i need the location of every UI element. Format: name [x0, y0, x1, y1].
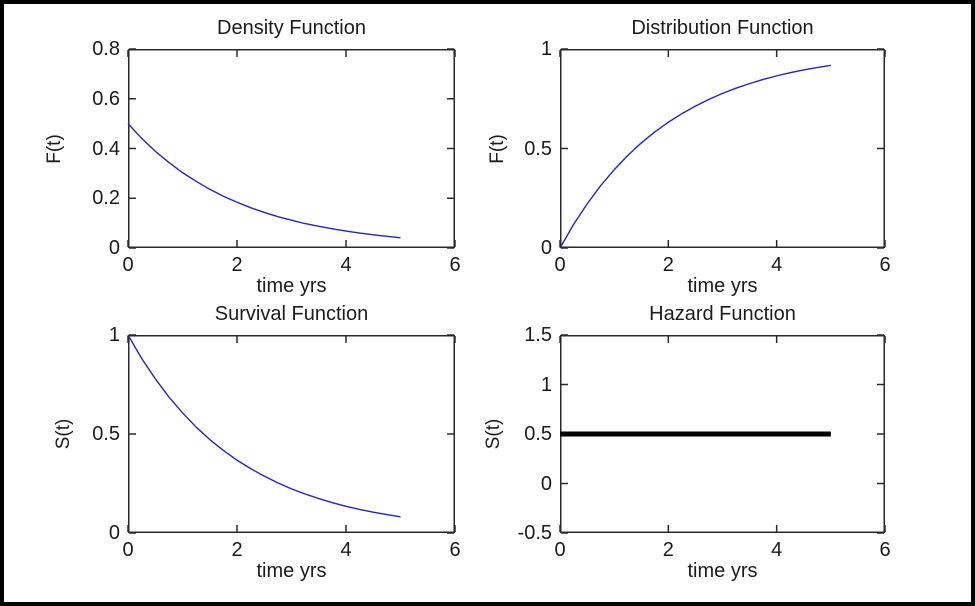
y-tick-label: 0.8 — [92, 38, 120, 60]
axes-box — [128, 335, 455, 533]
x-tick-label: 2 — [231, 539, 243, 561]
y-tick-label: 1.5 — [524, 324, 552, 346]
density-curve — [127, 123, 401, 239]
x-tick-label: 6 — [449, 539, 461, 561]
axes-box — [560, 49, 885, 248]
chart-title: Density Function — [217, 17, 366, 39]
x-tick-label: 4 — [771, 539, 783, 561]
x-tick-label: 4 — [771, 254, 783, 276]
x-tick-label: 0 — [122, 539, 134, 561]
survival-curve — [127, 334, 401, 518]
y-tick-label: 0.5 — [92, 423, 120, 445]
y-tick-label: 0 — [108, 522, 120, 544]
y-tick-label: 0 — [540, 472, 552, 495]
x-tick-label: 6 — [879, 539, 891, 561]
y-tick-label: 0.5 — [524, 423, 552, 445]
y-tick-label: 0.4 — [92, 137, 120, 160]
y-tick-label: 0 — [108, 237, 120, 259]
x-tick-label: 2 — [662, 539, 674, 561]
y-tick-label: 0.6 — [92, 87, 120, 110]
x-axis-label: time yrs — [687, 275, 758, 297]
y-tick-label: 0.5 — [524, 137, 552, 160]
x-tick-label: 4 — [340, 539, 352, 561]
y-tick-label: 0.2 — [92, 187, 120, 210]
y-tick-label: -0.5 — [517, 522, 552, 544]
x-axis-label: time yrs — [256, 560, 327, 582]
x-tick-label: 2 — [662, 254, 674, 276]
x-tick-label: 0 — [122, 254, 134, 276]
x-tick-label: 0 — [554, 539, 566, 561]
plot-area — [559, 334, 886, 534]
y-tick-label: 1 — [108, 324, 120, 346]
y-tick-label: 1 — [540, 38, 552, 60]
subplot-hazard-function: Hazard Function S(t) time yrs 0 2 4 6 -0.5 0 0… — [483, 303, 891, 582]
axes-box — [128, 49, 455, 248]
y-tick-label: 1 — [540, 373, 552, 396]
plot-area — [127, 334, 456, 534]
x-axis-label: time yrs — [256, 275, 327, 297]
x-tick-label: 4 — [340, 254, 352, 276]
plot-area — [559, 48, 886, 249]
x-axis-label: time yrs — [687, 560, 758, 582]
subplot-density-function: Density Function F(t) time yrs 0 2 4 6 0 0.2 0… — [44, 17, 461, 297]
x-tick-label: 6 — [879, 254, 891, 276]
distribution-curve — [559, 64, 831, 249]
x-tick-label: 0 — [554, 254, 566, 276]
x-tick-label: 2 — [231, 254, 243, 276]
subplot-survival-function: Survival Function S(t) time yrs 0 2 4 6 0 0.5… — [53, 303, 461, 582]
plot-area — [127, 48, 456, 249]
chart-title: Hazard Function — [649, 303, 796, 325]
x-tick-label: 6 — [449, 254, 461, 276]
chart-title: Distribution Function — [631, 17, 814, 39]
chart-title: Survival Function — [214, 303, 369, 325]
y-tick-label: 0 — [540, 237, 552, 259]
